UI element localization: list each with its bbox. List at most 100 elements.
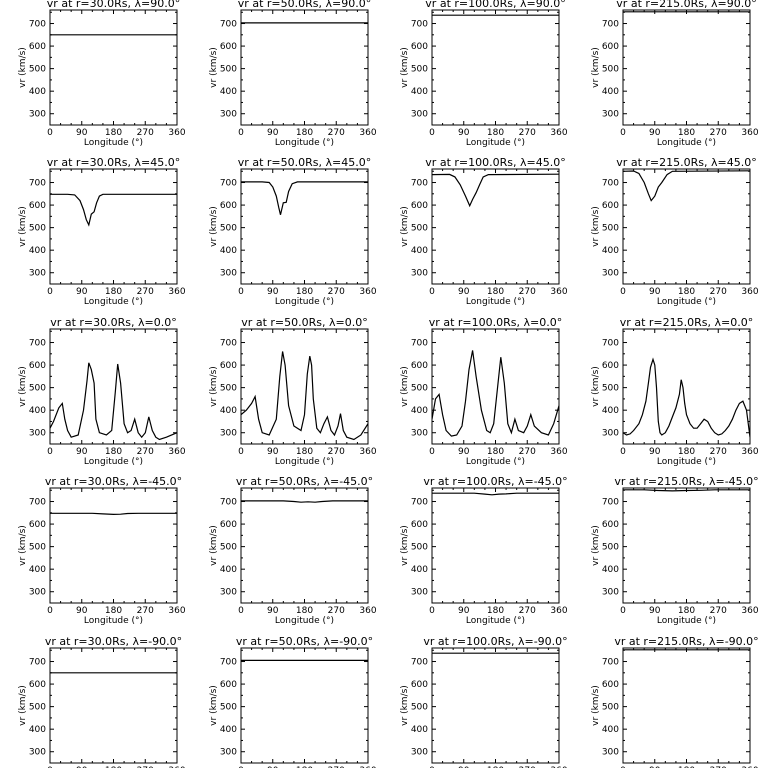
y-tick-label: 600 [220,42,237,52]
x-tick-label: 270 [137,287,154,297]
x-tick-label: 180 [678,766,695,768]
x-tick-label: 90 [267,287,279,297]
x-axis-label: Longitude (°) [657,616,716,626]
x-tick-label: 360 [168,606,185,616]
x-tick-label: 360 [359,766,376,768]
x-tick-label: 180 [296,766,313,768]
x-tick-label: 360 [168,287,185,297]
y-tick-label: 600 [29,201,46,211]
y-tick-label: 300 [29,588,46,598]
x-tick-label: 270 [710,766,727,768]
y-axis-label: vr (km/s) [591,525,601,566]
y-tick-label: 600 [29,361,46,371]
y-tick-label: 500 [220,224,237,234]
y-tick-label: 700 [29,179,46,189]
x-tick-label: 90 [76,287,88,297]
panel-title: vr at r=30.0Rs, λ=-45.0° [45,475,182,488]
y-tick-label: 300 [411,588,428,598]
x-tick-label: 180 [296,287,313,297]
y-tick-label: 700 [602,498,619,508]
axes-frame [431,328,560,445]
y-tick-label: 500 [29,703,46,713]
x-tick-label: 90 [458,766,470,768]
x-tick-label: 180 [678,128,695,138]
y-axis-label: vr (km/s) [400,366,410,407]
y-tick-label: 500 [602,703,619,713]
x-tick-label: 0 [429,287,435,297]
x-tick-label: 360 [550,606,567,616]
x-tick-label: 180 [105,766,122,768]
y-tick-label: 500 [29,384,46,394]
x-tick-label: 360 [359,447,376,457]
panel-2-2: 0 90 180 270 360 300 400 500 600 700 Longitude (°)… [209,156,377,307]
x-tick-label: 270 [137,606,154,616]
axes-frame [240,647,369,764]
panel-2-1: 0 90 180 270 360 300 400 500 600 700 Longitude (°)… [18,156,186,307]
y-tick-label: 700 [220,179,237,189]
x-tick-label: 270 [710,447,727,457]
y-tick-label: 700 [220,498,237,508]
series-line [432,350,559,437]
x-tick-label: 360 [741,447,758,457]
y-axis-label: vr (km/s) [18,685,28,726]
x-tick-label: 180 [678,447,695,457]
y-tick-label: 700 [411,339,428,349]
y-tick-label: 400 [602,565,619,575]
y-tick-label: 600 [220,361,237,371]
y-tick-label: 400 [411,87,428,97]
y-tick-label: 300 [411,429,428,439]
series-line [623,489,750,492]
y-tick-label: 600 [29,680,46,690]
series-line [623,357,750,438]
y-axis-label: vr (km/s) [18,47,28,88]
x-tick-label: 270 [519,128,536,138]
x-axis-label: Longitude (°) [466,297,525,307]
x-tick-label: 0 [47,606,53,616]
y-axis-label: vr (km/s) [209,525,219,566]
y-tick-label: 700 [29,20,46,30]
x-tick-label: 180 [487,766,504,768]
x-tick-label: 0 [620,287,626,297]
x-tick-label: 0 [620,766,626,768]
x-axis-label: Longitude (°) [84,138,143,148]
x-tick-label: 270 [519,766,536,768]
axes-frame [431,487,560,604]
x-tick-label: 180 [105,128,122,138]
x-tick-label: 0 [429,766,435,768]
x-tick-label: 270 [328,287,345,297]
x-tick-label: 0 [238,447,244,457]
y-tick-label: 300 [411,110,428,120]
y-tick-label: 300 [220,588,237,598]
x-tick-label: 0 [429,606,435,616]
y-tick-label: 300 [220,110,237,120]
y-tick-label: 300 [220,748,237,758]
y-tick-label: 700 [602,339,619,349]
series-line [241,351,368,441]
y-tick-label: 400 [602,246,619,256]
series-line [432,492,559,496]
x-tick-label: 270 [519,287,536,297]
x-tick-label: 90 [649,287,661,297]
x-tick-label: 270 [137,128,154,138]
y-tick-label: 400 [602,87,619,97]
x-tick-label: 90 [458,447,470,457]
x-tick-label: 180 [487,287,504,297]
axes-frame [622,9,751,126]
x-tick-label: 180 [105,447,122,457]
y-tick-label: 500 [220,384,237,394]
x-tick-label: 180 [678,287,695,297]
y-tick-label: 400 [411,406,428,416]
x-tick-label: 0 [238,128,244,138]
y-tick-label: 400 [220,725,237,735]
x-tick-label: 270 [137,447,154,457]
y-tick-label: 300 [29,748,46,758]
panel-title: vr at r=100.0Rs, λ=45.0° [425,156,565,169]
panel-title: vr at r=100.0Rs, λ=-45.0° [423,475,567,488]
axes-frame [240,168,369,285]
y-tick-label: 700 [29,658,46,668]
y-axis-label: vr (km/s) [591,47,601,88]
panel-2-4: 0 90 180 270 360 300 400 500 600 700 Longitude (°)… [591,156,759,307]
panel-title: vr at r=50.0Rs, λ=-45.0° [236,475,373,488]
x-tick-label: 90 [267,606,279,616]
